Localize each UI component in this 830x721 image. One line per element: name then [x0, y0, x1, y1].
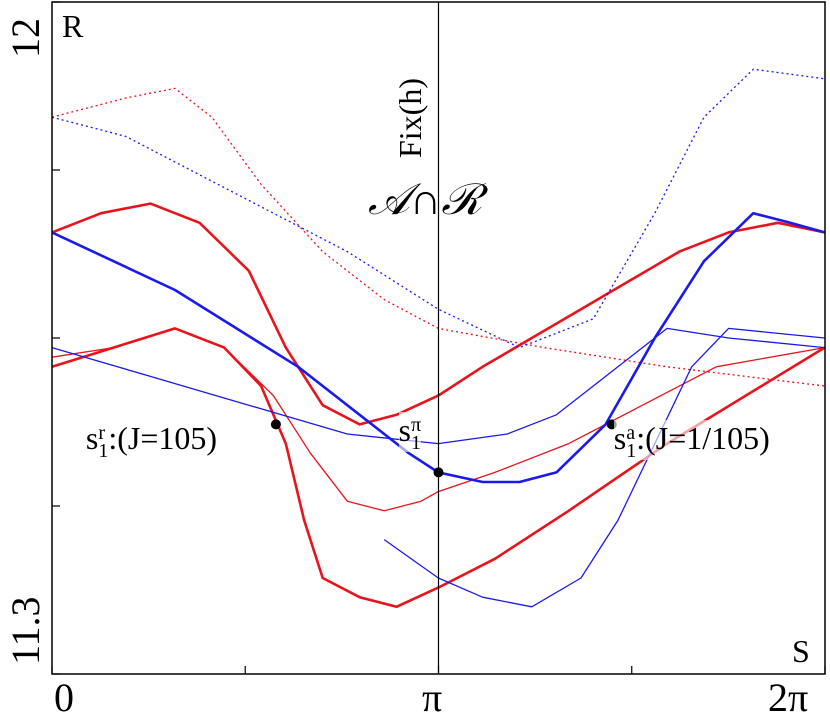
- series-line-3: [51, 87, 825, 387]
- y-tick-label-min: 11.3: [3, 596, 48, 665]
- series-line-4: [51, 211, 825, 484]
- series-line-6: [383, 327, 825, 608]
- x-tick-label-0: 0: [54, 675, 74, 720]
- point-label-2: s a 1:(J=1/105): [613, 420, 770, 463]
- y-tick-label-max: 12: [3, 18, 48, 58]
- x-tick-label-pi: π: [422, 675, 443, 720]
- x-axis-corner-label: S: [792, 633, 810, 669]
- fix-line-label: Fix(h): [392, 78, 428, 158]
- y-axis-corner-label: R: [62, 8, 84, 44]
- series-line-0: [51, 202, 825, 426]
- series-line-5: [51, 327, 825, 445]
- marked-point-1: [433, 467, 444, 478]
- point-label-0: s r 1:(J=105): [85, 420, 218, 463]
- series-line-2: [51, 327, 826, 609]
- center-annotation: 𝒜∩ℛ: [368, 175, 483, 224]
- series-line-7: [51, 68, 825, 349]
- x-tick-label-2pi: 2π: [768, 675, 809, 720]
- marked-point-0: [270, 419, 281, 430]
